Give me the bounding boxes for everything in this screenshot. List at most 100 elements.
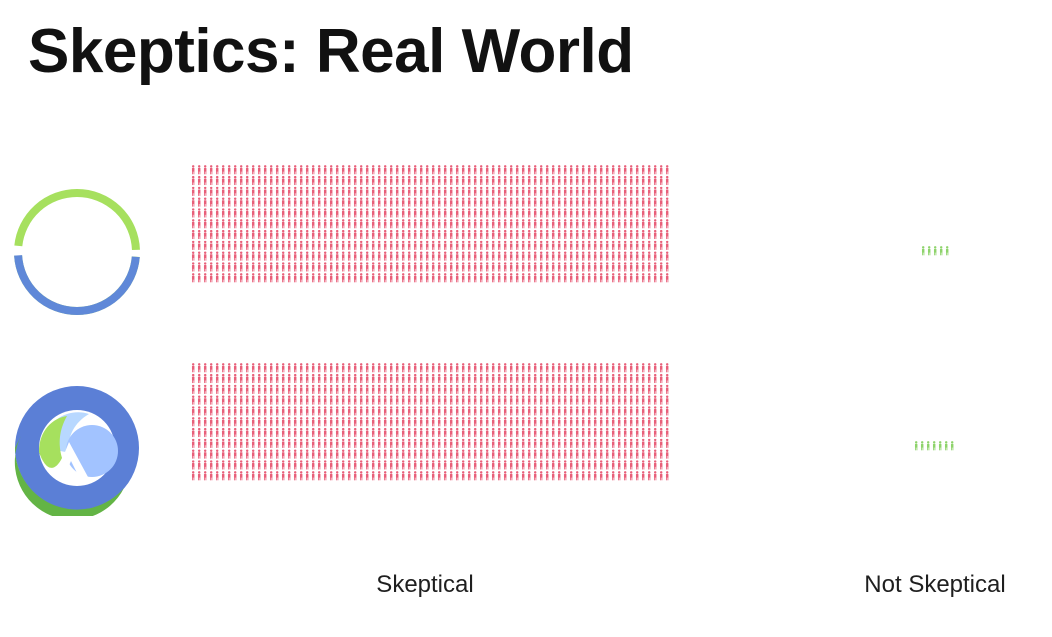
person-mark (353, 363, 357, 373)
pictogram-group-row1-cat1 (191, 165, 669, 283)
person-mark (437, 219, 441, 229)
person-mark (467, 219, 471, 229)
person-mark (593, 438, 597, 448)
person-mark (623, 395, 627, 405)
pictogram-group-row2-cat1 (191, 363, 669, 481)
person-mark (557, 219, 561, 229)
person-mark (359, 363, 363, 373)
person-mark (599, 384, 603, 394)
person-mark (371, 165, 375, 175)
person-mark (593, 240, 597, 250)
person-mark (203, 471, 207, 481)
person-mark (647, 449, 651, 459)
person-mark (599, 165, 603, 175)
person-mark (401, 175, 405, 186)
person-mark (221, 197, 225, 207)
person-mark (599, 208, 603, 218)
person-mark (371, 384, 375, 394)
person-mark (623, 186, 627, 196)
person-mark (431, 186, 435, 196)
person-mark (221, 186, 225, 196)
person-mark (191, 395, 195, 405)
person-mark (479, 460, 483, 470)
person-mark (629, 262, 633, 272)
person-mark (521, 449, 525, 459)
person-mark (653, 363, 657, 373)
person-mark (491, 427, 495, 438)
person-mark (443, 438, 447, 448)
person-mark (473, 240, 477, 250)
person-mark (419, 197, 423, 207)
person-mark (317, 471, 321, 481)
person-mark (353, 262, 357, 272)
person-mark (251, 175, 255, 186)
person-mark (311, 417, 315, 427)
person-mark (503, 417, 507, 427)
person-mark (395, 460, 399, 470)
person-mark (233, 197, 237, 207)
person-mark (641, 229, 645, 240)
person-mark (647, 165, 651, 175)
person-mark (449, 384, 453, 394)
person-mark (569, 384, 573, 394)
person-mark (461, 363, 465, 373)
person-mark (227, 363, 231, 373)
person-mark (623, 197, 627, 207)
person-mark (641, 273, 645, 283)
person-mark (914, 441, 918, 451)
person-mark (317, 251, 321, 261)
person-mark (203, 427, 207, 438)
person-mark (479, 406, 483, 416)
person-mark (473, 471, 477, 481)
person-mark (263, 417, 267, 427)
pictogram-group-row1-cat2 (921, 246, 949, 256)
person-mark (659, 262, 663, 272)
person-mark (533, 197, 537, 207)
person-mark (473, 251, 477, 261)
person-mark (245, 427, 249, 438)
person-mark (311, 219, 315, 229)
person-mark (383, 240, 387, 250)
person-mark (635, 251, 639, 261)
person-mark (449, 229, 453, 240)
person-mark (485, 186, 489, 196)
person-mark (413, 229, 417, 240)
person-mark (617, 262, 621, 272)
person-mark (365, 363, 369, 373)
person-mark (557, 460, 561, 470)
person-mark (611, 471, 615, 481)
person-mark (347, 427, 351, 438)
person-mark (365, 262, 369, 272)
person-mark (443, 219, 447, 229)
person-mark (311, 449, 315, 459)
person-mark (269, 363, 273, 373)
person-mark (611, 251, 615, 261)
person-mark (287, 186, 291, 196)
person-mark (347, 262, 351, 272)
person-mark (413, 251, 417, 261)
person-mark (527, 395, 531, 405)
person-mark (563, 208, 567, 218)
person-mark (329, 373, 333, 384)
person-mark (245, 417, 249, 427)
person-mark (359, 251, 363, 261)
person-mark (617, 165, 621, 175)
person-mark (431, 229, 435, 240)
person-mark (497, 175, 501, 186)
person-mark (437, 240, 441, 250)
person-mark (401, 395, 405, 405)
person-mark (479, 219, 483, 229)
person-mark (347, 208, 351, 218)
person-mark (467, 460, 471, 470)
person-mark (467, 427, 471, 438)
person-mark (563, 395, 567, 405)
person-mark (581, 417, 585, 427)
person-mark (191, 197, 195, 207)
person-mark (581, 363, 585, 373)
person-mark (209, 395, 213, 405)
person-mark (575, 395, 579, 405)
person-mark (389, 449, 393, 459)
person-mark (209, 384, 213, 394)
person-mark (665, 373, 669, 384)
person-mark (485, 273, 489, 283)
